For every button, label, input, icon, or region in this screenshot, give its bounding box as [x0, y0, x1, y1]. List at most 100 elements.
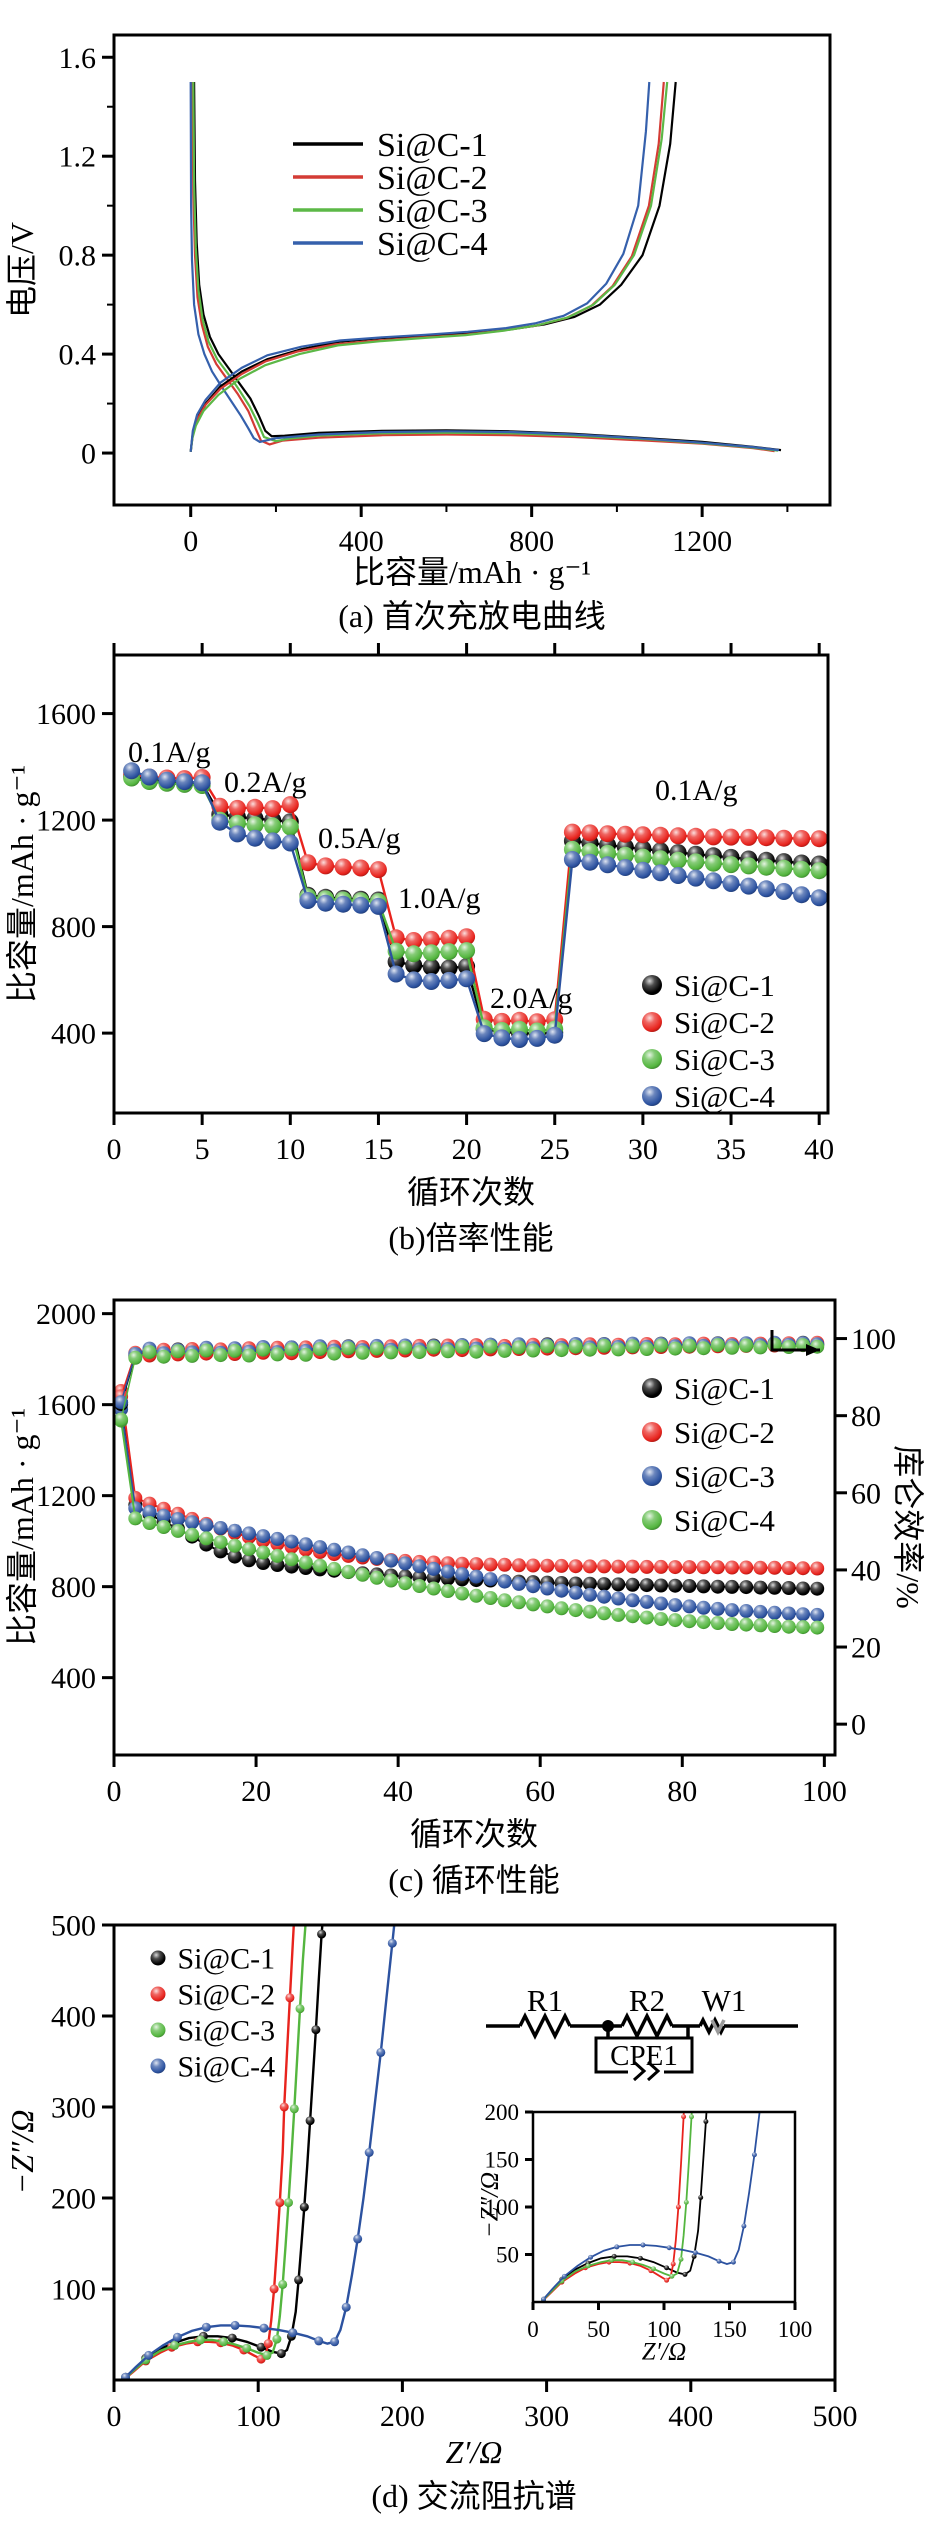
- svg-text:100: 100: [647, 2317, 682, 2342]
- series-Si@C-3: [123, 769, 828, 1040]
- svg-text:300: 300: [524, 2400, 569, 2433]
- svg-text:1.6: 1.6: [59, 42, 97, 75]
- svg-text:0: 0: [851, 1709, 866, 1742]
- legend-label: Si@C-4: [674, 1503, 775, 1538]
- legend-label: Si@C-3: [178, 2015, 276, 2048]
- resistor-r1-icon: [518, 2012, 572, 2040]
- svg-text:5: 5: [195, 1133, 210, 1166]
- panel-b-plot: 0 5 10 15 20 25 30 35 40 400 800 1200 1600 0.1A/g 0.2A…: [36, 643, 834, 1166]
- svg-text:400: 400: [51, 2001, 96, 2034]
- y-ticks: 50 100 150 200: [485, 2100, 533, 2268]
- cpe-chevrons-icon: [632, 2060, 661, 2082]
- series-Si@C-4-efficiency: [114, 1337, 825, 1427]
- rate-annotation: 1.0A/g: [398, 882, 481, 915]
- panel-c-ylabel: 比容量/mAh · g⁻¹: [4, 1407, 40, 1647]
- x-ticks: 0 50 100 150 100: [527, 2302, 812, 2342]
- svg-text:0: 0: [81, 438, 96, 471]
- svg-text:40: 40: [851, 1554, 881, 1587]
- svg-text:80: 80: [851, 1400, 881, 1433]
- panel-d-xlabel: Z′/Ω: [445, 2434, 503, 2470]
- panel-b-caption: (b)倍率性能: [388, 1220, 554, 1256]
- svg-text:50: 50: [496, 2243, 519, 2268]
- svg-text:200: 200: [380, 2400, 425, 2433]
- svg-text:800: 800: [51, 911, 96, 944]
- panel-c-caption: (c) 循环性能: [388, 1862, 560, 1898]
- svg-text:10: 10: [275, 1133, 305, 1166]
- svg-text:60: 60: [525, 1775, 555, 1808]
- panel-c-xlabel: 循环次数: [409, 1816, 539, 1852]
- series-Si@C-4: [541, 2112, 761, 2302]
- series-Si@C-4-discharge: [189, 81, 780, 452]
- svg-text:25: 25: [540, 1133, 570, 1166]
- x-ticks: 0 100 200 300 400 500: [107, 2380, 858, 2433]
- legend-label: Si@C-3: [377, 193, 488, 230]
- legend-label: Si@C-4: [377, 226, 488, 263]
- svg-text:150: 150: [485, 2148, 520, 2173]
- legend-d: Si@C-1Si@C-2Si@C-3Si@C-4: [150, 1943, 276, 2084]
- svg-text:0: 0: [107, 2400, 122, 2433]
- rate-annotation: 0.1A/g: [128, 736, 211, 769]
- legend-c: Si@C-1 Si@C-2 Si@C-3 Si@C-4: [642, 1371, 775, 1538]
- svg-text:0: 0: [527, 2317, 539, 2342]
- y-ticks: 100 200 300 400 500: [51, 1910, 114, 2307]
- resistor-r2-icon: [620, 2012, 674, 2040]
- svg-text:0.8: 0.8: [59, 240, 97, 273]
- y2-ticks: 0 20 40 60 80 100: [835, 1323, 896, 1742]
- svg-text:1200: 1200: [36, 805, 96, 838]
- svg-text:800: 800: [509, 525, 554, 558]
- svg-text:500: 500: [813, 2400, 858, 2433]
- panel-d-plot: 0 100 200 300 400 500100200300400500Si@C-1Si@…: [51, 1910, 858, 2434]
- series-Si@C-3-capacity: [114, 1402, 825, 1622]
- circuit-label-r1: R1: [527, 1983, 563, 2018]
- svg-text:800: 800: [51, 1571, 96, 1604]
- svg-text:100: 100: [236, 2400, 281, 2433]
- y-ticks: 400 800 1200 1600: [36, 698, 114, 1051]
- panel-d-inset-xlabel: Z′/Ω: [641, 2338, 687, 2366]
- legend-label: Si@C-2: [674, 1005, 775, 1040]
- svg-text:400: 400: [51, 1662, 96, 1695]
- legend-label: Si@C-4: [178, 2051, 276, 2084]
- panel-b-ylabel: 比容量/mAh · g⁻¹: [4, 764, 40, 1004]
- panel-d-caption: (d) 交流阻抗谱: [371, 2478, 577, 2514]
- svg-text:40: 40: [804, 1133, 834, 1166]
- svg-text:100: 100: [802, 1775, 847, 1808]
- warburg-w1-icon: [698, 2016, 726, 2036]
- panel-c-plot: 0 20 40 60 80 100 400 800 1200 1600 2000 0 20 40 60 80 1…: [36, 1298, 896, 1808]
- svg-text:500: 500: [51, 1910, 96, 1943]
- series-Si@C-3: [541, 2112, 694, 2302]
- warburg-w1-tail-icon: [710, 2019, 726, 2036]
- svg-text:1600: 1600: [36, 698, 96, 731]
- svg-text:0.4: 0.4: [59, 339, 97, 372]
- svg-text:20: 20: [241, 1775, 271, 1808]
- rate-annotation: 0.2A/g: [224, 766, 307, 799]
- x-ticks: 0 400 800 1200: [183, 505, 789, 558]
- series-Si@C-4: [123, 762, 828, 1048]
- equivalent-circuit: R1 R2 W1 CPE1: [486, 1983, 798, 2082]
- legend-a: Si@C-1Si@C-2Si@C-3Si@C-4: [293, 127, 488, 263]
- svg-text:400: 400: [51, 1018, 96, 1051]
- svg-text:20: 20: [851, 1632, 881, 1665]
- svg-text:0: 0: [107, 1775, 122, 1808]
- legend-label: Si@C-2: [377, 160, 488, 197]
- svg-text:50: 50: [587, 2317, 610, 2342]
- circuit-label-w1: W1: [702, 1983, 747, 2018]
- legend-label: Si@C-2: [178, 1979, 276, 2012]
- series-Si@C-4-charge: [189, 81, 651, 452]
- svg-text:400: 400: [668, 2400, 713, 2433]
- rate-annotation: 0.5A/g: [318, 822, 401, 855]
- panel-a-xlabel: 比容量/mAh · g⁻¹: [352, 554, 592, 590]
- svg-text:1200: 1200: [36, 1480, 96, 1513]
- svg-text:400: 400: [339, 525, 384, 558]
- series-Si@C-3: [121, 1925, 307, 2380]
- svg-text:1.2: 1.2: [59, 141, 97, 174]
- legend-label: Si@C-1: [674, 968, 775, 1003]
- svg-text:35: 35: [716, 1133, 746, 1166]
- series-Si@C-3-charge: [189, 81, 669, 452]
- svg-text:300: 300: [51, 2092, 96, 2125]
- legend-label: Si@C-1: [377, 127, 488, 164]
- panel-d-inset-ylabel: −Z″/Ω: [476, 2171, 504, 2239]
- panel-a-plot: 0 400 800 120000.40.81.21.6Si@C-1Si@C-2Si@C…: [59, 33, 832, 558]
- circuit-label-r2: R2: [629, 1983, 665, 2018]
